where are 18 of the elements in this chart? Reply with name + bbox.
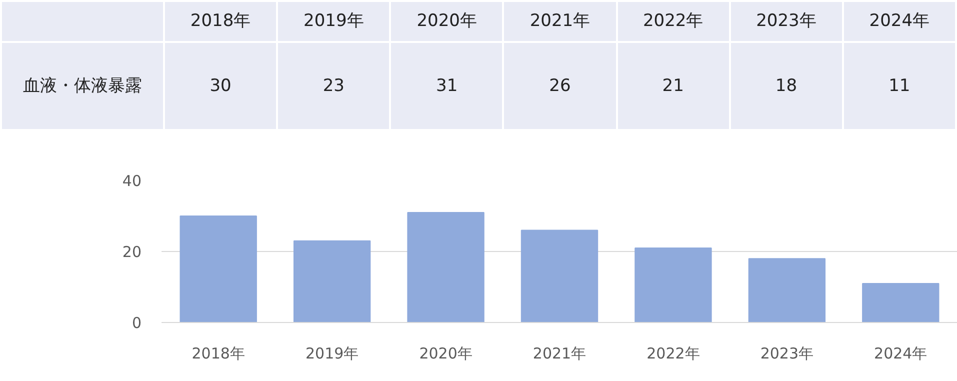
x-tick-label: 2021年 <box>532 344 586 362</box>
bar <box>293 240 371 322</box>
bar <box>862 282 940 322</box>
bar <box>748 258 826 322</box>
y-tick-label: 40 <box>122 172 142 190</box>
y-tick-label: 20 <box>122 243 142 261</box>
value-table: 2018年 2019年 2020年 2021年 2022年 2023年 2024年 血液・体液暴露 30 23 31 26 21 18 11 <box>0 0 957 131</box>
bar <box>180 216 257 322</box>
x-tick-label: 2024年 <box>874 344 928 362</box>
bar <box>407 212 484 322</box>
x-tick-label: 2018年 <box>192 344 245 362</box>
x-tick-label: 2023年 <box>760 344 814 362</box>
bar <box>520 230 598 322</box>
x-tick-label: 2022年 <box>646 344 700 362</box>
bar <box>634 247 712 322</box>
y-tick-label: 0 <box>132 314 142 332</box>
x-tick-label: 2019年 <box>305 344 359 362</box>
x-tick-label: 2020年 <box>419 344 472 362</box>
